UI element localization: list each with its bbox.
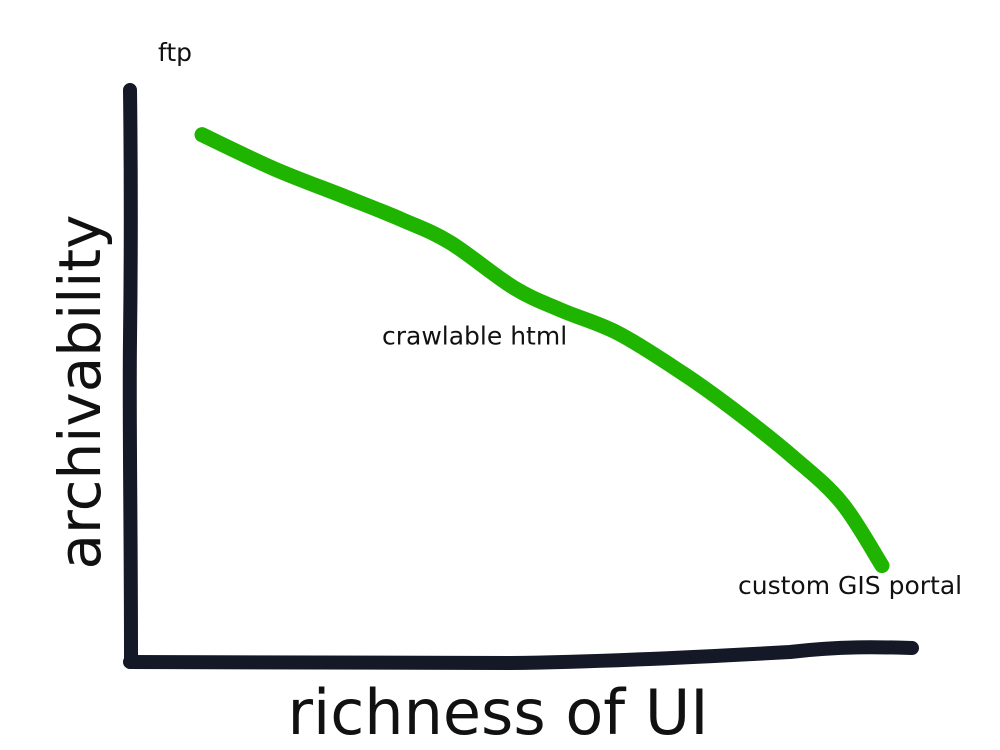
annotation-label: custom GIS portal xyxy=(738,571,962,600)
series-layer xyxy=(194,127,890,574)
y-axis-label: archivability xyxy=(46,215,114,570)
annotation-label: crawlable html xyxy=(382,322,567,351)
annotation-label: ftp xyxy=(158,38,192,67)
y-axis-line xyxy=(122,83,138,669)
axes xyxy=(122,83,919,671)
x-axis-line xyxy=(123,640,919,671)
annotation-layer: ftp crawlable html custom GIS portal xyxy=(158,38,962,600)
x-axis-label: richness of UI xyxy=(288,676,709,749)
